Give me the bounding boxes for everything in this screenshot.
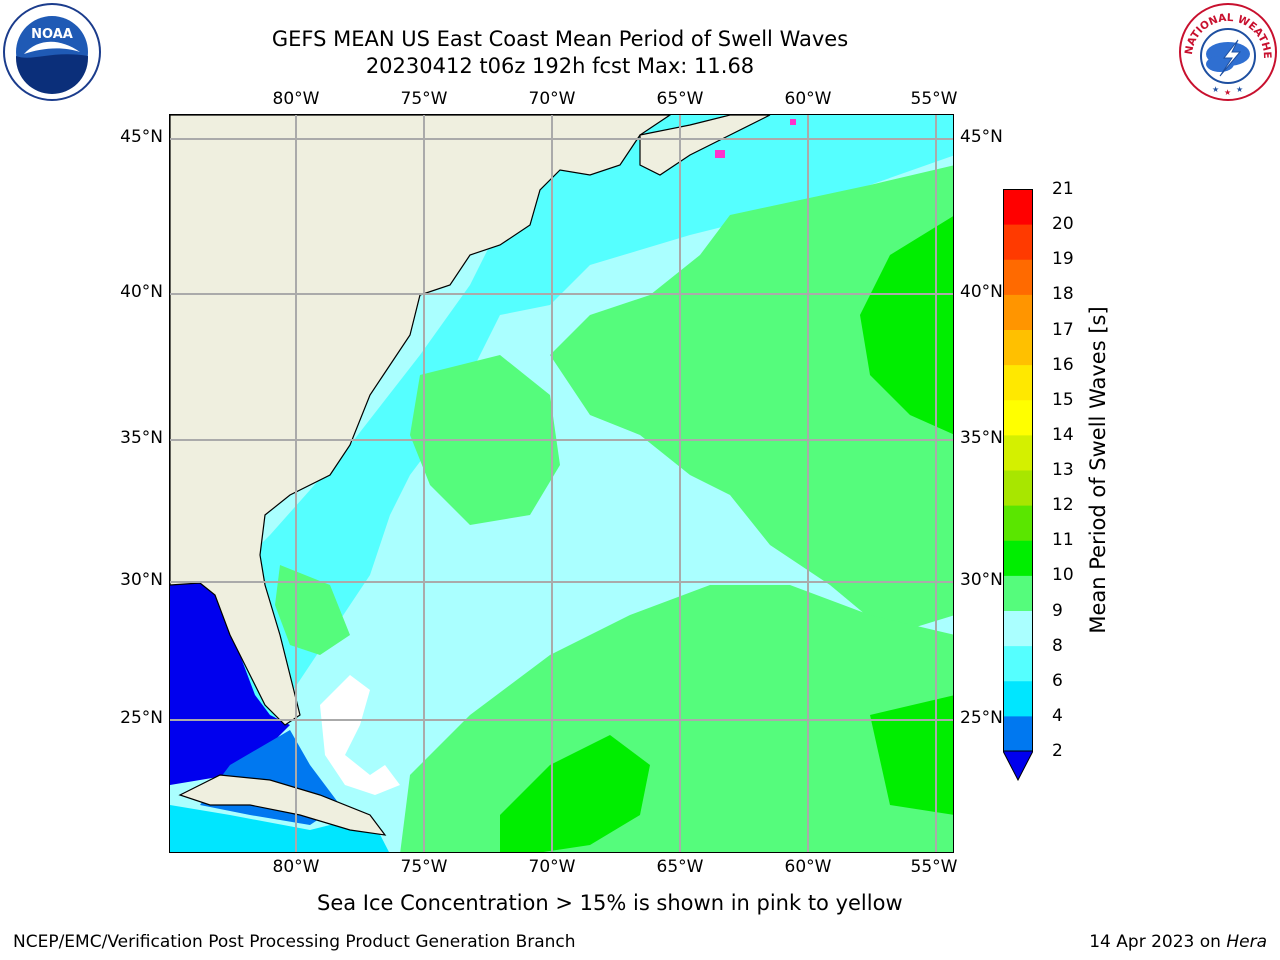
map-panel xyxy=(169,114,954,853)
land-cuba xyxy=(178,774,387,836)
lat-label-left: 40°N xyxy=(120,282,163,302)
sea-ice-marker xyxy=(790,119,796,125)
colorbar-bin xyxy=(1003,364,1033,401)
map-title: GEFS MEAN US East Coast Mean Period of S… xyxy=(271,27,849,51)
colorbar-tick-label: 10 xyxy=(1052,565,1074,586)
colorbar xyxy=(1003,189,1033,781)
colorbar-label: Mean Period of Swell Waves [s] xyxy=(1086,306,1110,634)
colorbar-bin xyxy=(1003,540,1033,576)
contour-4-6-caribbean xyxy=(170,805,389,852)
colorbar-tick-label: 14 xyxy=(1052,424,1074,445)
svg-text:★: ★ xyxy=(1212,85,1219,94)
lon-label-top: 65°W xyxy=(656,89,704,109)
lat-label-left: 45°N xyxy=(120,127,163,147)
bahamas-mask xyxy=(320,675,400,795)
lat-label-right: 40°N xyxy=(960,282,1003,302)
svg-text:★: ★ xyxy=(1236,85,1243,94)
lat-label-right: 45°N xyxy=(960,127,1003,147)
colorbar-tick-label: 12 xyxy=(1052,495,1074,516)
lon-label-bottom: 75°W xyxy=(400,857,448,877)
land-nova-scotia xyxy=(639,115,771,176)
lat-label-left: 30°N xyxy=(120,570,163,590)
lon-label-top: 60°W xyxy=(784,89,832,109)
colorbar-tick-label: 11 xyxy=(1052,530,1074,551)
lat-label-left: 35°N xyxy=(120,428,163,448)
noaa-logo: NOAA xyxy=(3,3,101,101)
sea-ice-marker xyxy=(715,150,725,158)
lat-label-right: 35°N xyxy=(960,428,1003,448)
contour-9-10-florida-coast xyxy=(275,565,350,655)
lat-label-right: 25°N xyxy=(960,708,1003,728)
colorbar-tick-label: 6 xyxy=(1052,670,1063,691)
lon-label-bottom: 80°W xyxy=(272,857,320,877)
colorbar-tick-label: 8 xyxy=(1052,635,1063,656)
colorbar-tick-label: 15 xyxy=(1052,389,1074,410)
lon-label-bottom: 65°W xyxy=(656,857,704,877)
colorbar-frame xyxy=(1003,189,1033,752)
map-subtitle: 20230412 t06z 192h fcst Max: 11.68 xyxy=(365,54,755,78)
lon-label-bottom: 60°W xyxy=(784,857,832,877)
colorbar-bin xyxy=(1003,294,1033,330)
colorbar-tick-label: 18 xyxy=(1052,284,1074,305)
colorbar-tick-label: 21 xyxy=(1052,179,1074,199)
colorbar-bin xyxy=(1003,505,1033,541)
lat-label-left: 25°N xyxy=(120,708,163,728)
footer-date-text: 14 Apr 2023 on xyxy=(1089,932,1227,952)
contour-9-10-northeast xyxy=(550,165,953,635)
colorbar-bin xyxy=(1003,329,1033,366)
colorbar-bin xyxy=(1003,399,1033,436)
sea-ice-caption: Sea Ice Concentration > 15% is shown in … xyxy=(317,891,903,915)
lat-label-right: 30°N xyxy=(960,570,1003,590)
colorbar-tick-label: 19 xyxy=(1052,249,1074,270)
contour-10-11-east xyxy=(860,216,953,435)
contour-10-11-southeast xyxy=(870,695,953,815)
lon-label-top: 80°W xyxy=(272,89,320,109)
colorbar-bin xyxy=(1003,434,1033,471)
lon-label-top: 55°W xyxy=(910,89,958,109)
colorbar-bin xyxy=(1003,470,1033,506)
gridlines xyxy=(170,115,953,852)
colorbar-bin xyxy=(1003,189,1033,225)
colorbar-bin xyxy=(1003,715,1033,752)
colorbar-bin xyxy=(1003,575,1033,611)
colorbar-under-arrow xyxy=(1003,750,1033,781)
lon-label-bottom: 70°W xyxy=(528,857,576,877)
footer-machine: Hera xyxy=(1226,932,1267,952)
colorbar-bin xyxy=(1003,259,1033,295)
contour-10-11-south xyxy=(500,735,650,852)
colorbar-tick-label: 20 xyxy=(1052,214,1074,235)
lon-label-bottom: 55°W xyxy=(910,857,958,877)
lon-label-top: 70°W xyxy=(528,89,576,109)
colorbar-tick-label: 9 xyxy=(1052,600,1063,621)
colorbar-tick-label: 17 xyxy=(1052,319,1074,340)
nws-logo: NATIONAL WEATHER SERVICE ★ ★ ★ xyxy=(1178,2,1277,101)
svg-text:★: ★ xyxy=(1224,88,1231,97)
colorbar-bin xyxy=(1003,645,1033,682)
colorbar-bin xyxy=(1003,224,1033,260)
lon-label-top: 75°W xyxy=(400,89,448,109)
colorbar-tick-label: 16 xyxy=(1052,354,1074,375)
colorbar-tick-label: 4 xyxy=(1052,705,1063,726)
colorbar-bin xyxy=(1003,680,1033,717)
noaa-text: NOAA xyxy=(31,27,73,42)
colorbar-tick-label: 2 xyxy=(1052,741,1063,761)
contour-under-2-gulf xyxy=(170,583,290,785)
colorbar-bin xyxy=(1003,610,1033,647)
swell-period-map xyxy=(170,115,953,852)
footer-date: 14 Apr 2023 on Hera xyxy=(1089,932,1267,952)
colorbar-tick-label: 13 xyxy=(1052,460,1074,480)
footer-branch: NCEP/EMC/Verification Post Processing Pr… xyxy=(13,932,576,952)
